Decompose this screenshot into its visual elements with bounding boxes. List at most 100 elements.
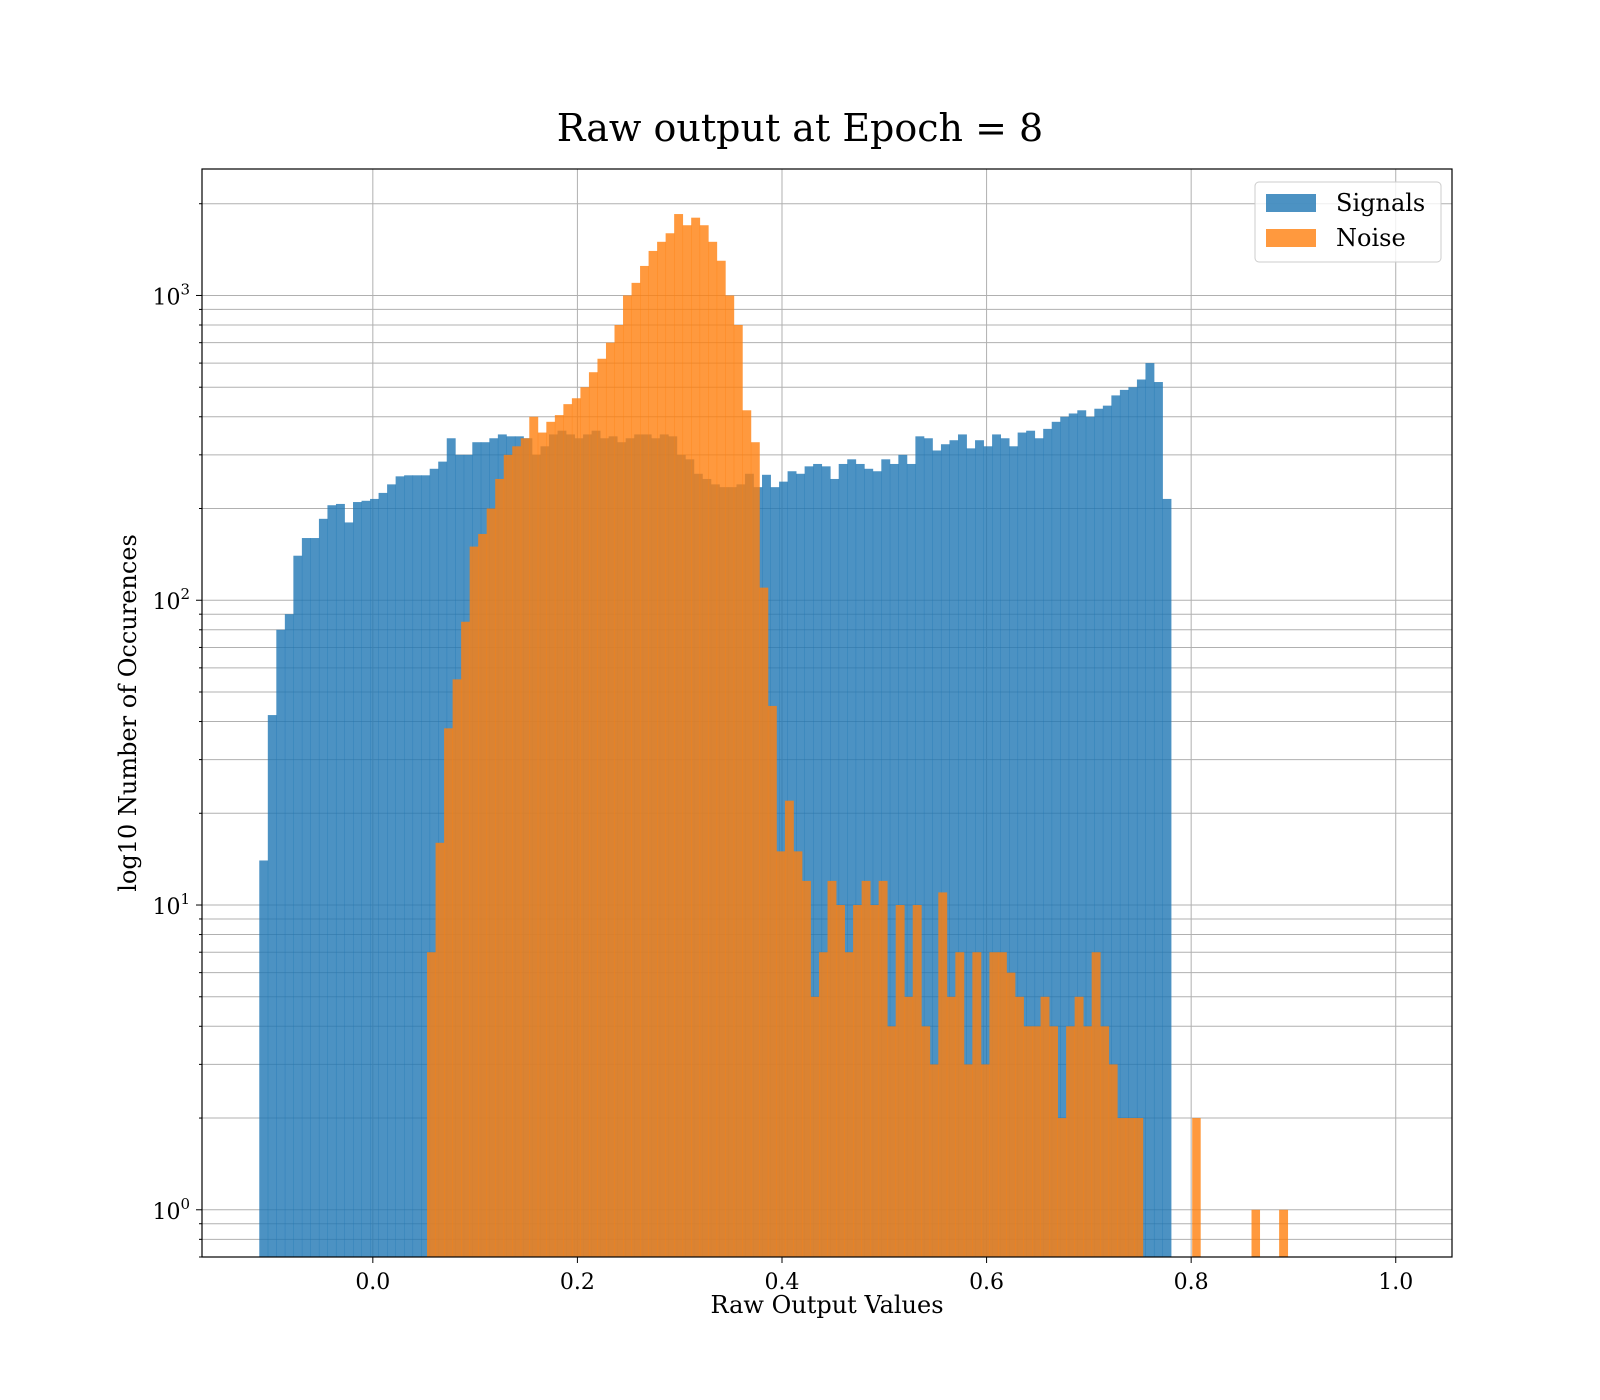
- bar-signals: [1009, 446, 1019, 1257]
- bar-signals: [1068, 413, 1078, 1257]
- bar-noise: [955, 952, 965, 1257]
- bar-noise: [444, 728, 454, 1257]
- bar-noise: [537, 432, 547, 1257]
- bar-noise: [921, 1026, 931, 1257]
- bar-noise: [1083, 1026, 1093, 1257]
- bar-noise: [1074, 996, 1084, 1257]
- bar-signals: [830, 478, 840, 1257]
- bar-signals: [923, 438, 933, 1257]
- bar-signals: [881, 459, 891, 1257]
- bar-signals: [344, 522, 354, 1257]
- bar-signals: [1128, 387, 1138, 1258]
- bar-signals: [284, 614, 294, 1257]
- bar-noise: [1279, 1209, 1289, 1257]
- bar-noise: [750, 442, 760, 1258]
- y-axis-label: log10 Number of Occurences: [114, 534, 142, 892]
- bar-signals: [1000, 438, 1010, 1257]
- bar-noise: [1125, 1118, 1135, 1257]
- bar-signals: [966, 448, 976, 1257]
- bar-noise: [1091, 952, 1101, 1257]
- bar-signals: [992, 434, 1001, 1257]
- bar-noise: [836, 905, 845, 1257]
- bar-noise: [793, 851, 803, 1257]
- y-axis-ticks: 100 101 102 103: [152, 203, 202, 1258]
- bar-noise: [878, 880, 888, 1257]
- bar-noise: [503, 454, 513, 1258]
- bar-noise: [1066, 1026, 1076, 1257]
- bar-noise: [1192, 1118, 1201, 1257]
- bar-noise: [767, 705, 777, 1257]
- bar-noise: [512, 446, 522, 1257]
- bar-noise: [495, 478, 505, 1257]
- bar-noise: [1032, 1026, 1041, 1257]
- bar-noise: [605, 342, 615, 1257]
- legend-swatch-signals: [1266, 194, 1316, 212]
- bar-noise: [665, 233, 675, 1257]
- bar-noise: [904, 996, 914, 1257]
- bar-noise: [759, 587, 769, 1257]
- bar-signals: [412, 475, 422, 1257]
- bar-noise: [844, 952, 854, 1257]
- bar-signals: [259, 860, 269, 1257]
- bar-signals: [1136, 379, 1146, 1258]
- bar-signals: [387, 484, 397, 1258]
- legend-swatch-noise: [1266, 229, 1316, 247]
- bar-noise: [623, 295, 632, 1257]
- bar-noise: [784, 800, 794, 1257]
- bar-signals: [429, 468, 439, 1257]
- bar-noise: [563, 404, 573, 1258]
- bar-noise: [469, 546, 479, 1257]
- bar-noise: [1057, 1118, 1067, 1257]
- bar-signals: [804, 466, 814, 1257]
- y-tick-label: 103: [152, 280, 190, 310]
- y-tick-label: 100: [152, 1195, 190, 1225]
- bar-noise: [486, 508, 496, 1257]
- legend-label-noise: Noise: [1336, 224, 1406, 252]
- bar-noise: [1108, 1064, 1118, 1257]
- bar-noise: [1014, 996, 1024, 1257]
- bar-signals: [1077, 410, 1087, 1257]
- bar-noise: [938, 892, 948, 1257]
- noise-bars: [427, 214, 1289, 1258]
- x-axis-ticks: 0.0 0.2 0.4 0.6 0.8 1.0: [355, 1257, 1413, 1295]
- x-tick-label: 0.4: [764, 1270, 799, 1295]
- bar-noise: [1006, 972, 1016, 1257]
- bar-signals: [975, 440, 984, 1257]
- x-tick-label: 0.6: [969, 1270, 1004, 1295]
- bar-noise: [725, 295, 735, 1257]
- bar-noise: [989, 952, 999, 1257]
- x-tick-label: 0.8: [1174, 1270, 1209, 1295]
- bar-signals: [335, 503, 345, 1258]
- bar-noise: [708, 241, 718, 1258]
- bar-noise: [554, 415, 564, 1258]
- bar-signals: [898, 454, 908, 1258]
- bar-noise: [912, 905, 922, 1257]
- bar-signals: [361, 500, 371, 1257]
- bar-noise: [827, 880, 837, 1257]
- bar-noise: [895, 905, 905, 1257]
- bar-noise: [580, 387, 590, 1258]
- bar-signals: [327, 505, 337, 1257]
- bar-noise: [529, 416, 539, 1257]
- bar-noise: [520, 438, 530, 1257]
- bar-noise: [870, 905, 880, 1257]
- bar-signals: [1111, 395, 1121, 1257]
- bar-signals: [318, 518, 328, 1257]
- bar-signals: [1017, 432, 1027, 1257]
- bar-noise: [699, 225, 709, 1257]
- bar-signals: [813, 463, 823, 1258]
- bar-signals: [906, 463, 916, 1258]
- bar-noise: [435, 842, 445, 1257]
- bar-noise: [1049, 1026, 1058, 1257]
- bar-signals: [1085, 416, 1095, 1257]
- bar-signals: [1094, 408, 1104, 1257]
- bar-signals: [310, 538, 320, 1257]
- bar-noise: [972, 952, 982, 1257]
- bar-noise: [691, 217, 701, 1257]
- bar-signals: [864, 468, 874, 1257]
- legend-label-signals: Signals: [1336, 189, 1425, 217]
- x-axis-label: Raw Output Values: [710, 1291, 943, 1319]
- bar-noise: [1100, 1026, 1110, 1257]
- bar-noise: [461, 621, 471, 1257]
